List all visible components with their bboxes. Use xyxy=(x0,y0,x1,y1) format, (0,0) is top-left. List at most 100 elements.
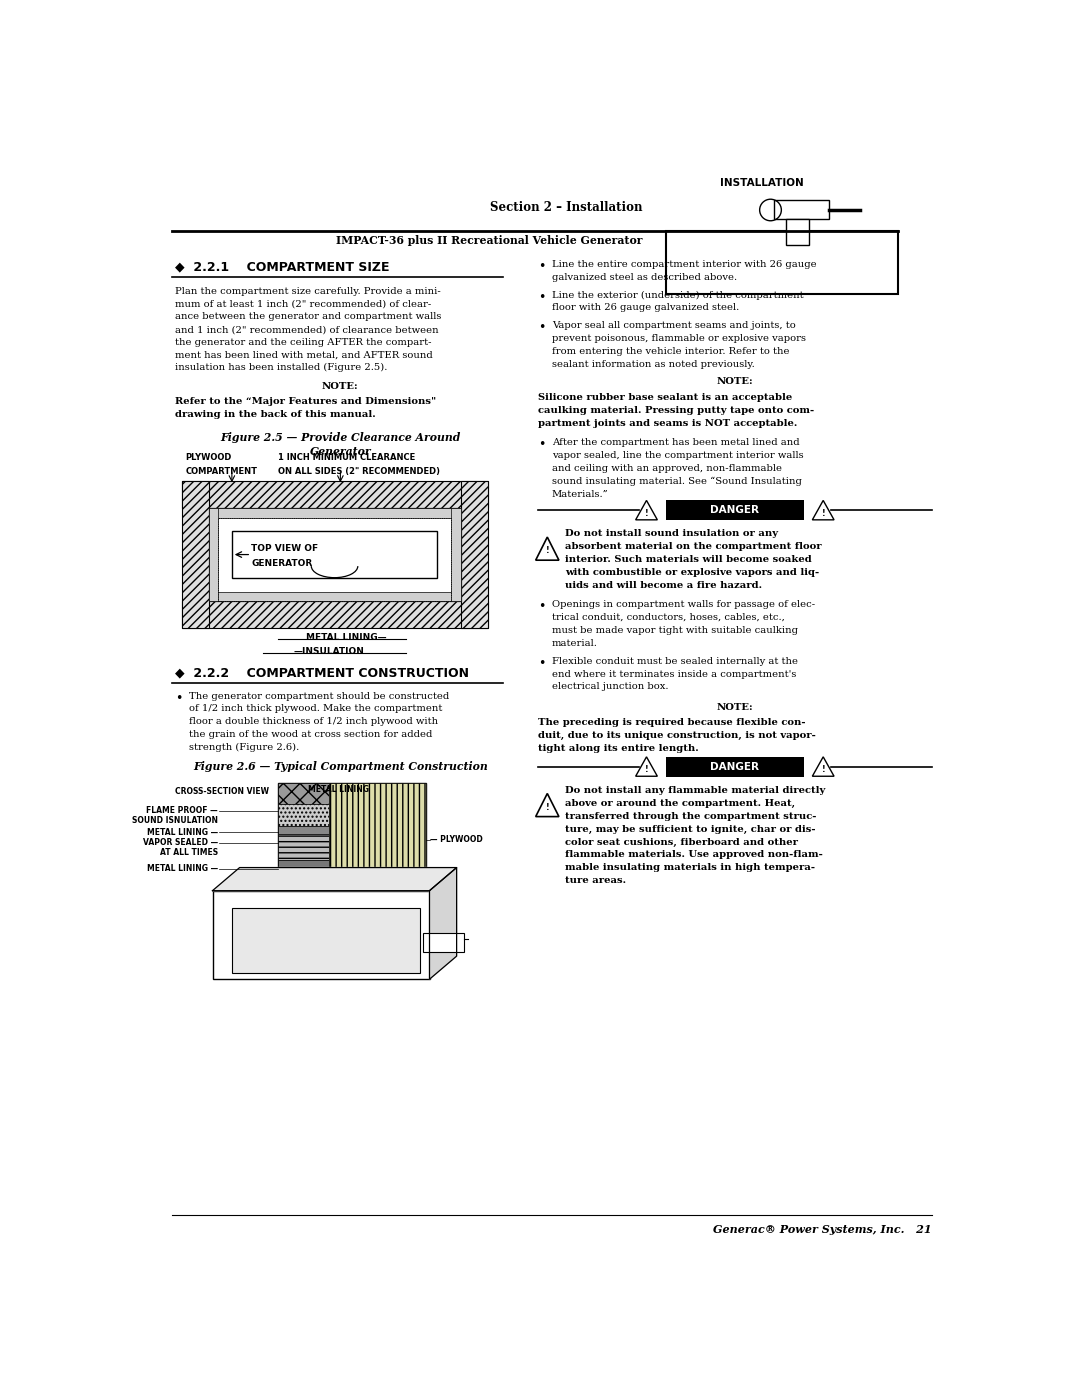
Text: •: • xyxy=(175,692,183,704)
Text: Figure 2.5 — Provide Clearance Around: Figure 2.5 — Provide Clearance Around xyxy=(220,432,460,443)
Bar xyxy=(232,531,437,578)
Bar xyxy=(208,509,218,601)
Text: above or around the compartment. Heat,: above or around the compartment. Heat, xyxy=(565,799,795,807)
Text: Line the exterior (underside) of the compartment: Line the exterior (underside) of the com… xyxy=(552,291,804,300)
Text: sound insulating material. See “Sound Insulating: sound insulating material. See “Sound In… xyxy=(552,476,801,486)
Text: Silicone rubber base sealant is an acceptable: Silicone rubber base sealant is an accep… xyxy=(538,393,793,402)
Text: Line the entire compartment interior with 26 gauge: Line the entire compartment interior wit… xyxy=(552,260,816,270)
Text: duit, due to its unique construction, is not vapor-: duit, due to its unique construction, is… xyxy=(538,732,815,740)
Text: GENERATOR: GENERATOR xyxy=(252,559,312,569)
Text: !: ! xyxy=(822,509,825,518)
Text: 1 INCH MINIMUM CLEARANCE: 1 INCH MINIMUM CLEARANCE xyxy=(279,453,416,462)
Text: ◆  2.2.1    COMPARTMENT SIZE: ◆ 2.2.1 COMPARTMENT SIZE xyxy=(175,260,390,272)
Text: color seat cushions, fiberboard and other: color seat cushions, fiberboard and othe… xyxy=(565,838,798,847)
Text: !: ! xyxy=(545,803,549,812)
Text: prevent poisonous, flammable or explosive vapors: prevent poisonous, flammable or explosiv… xyxy=(552,334,806,342)
Text: from entering the vehicle interior. Refer to the: from entering the vehicle interior. Refe… xyxy=(552,346,789,356)
Text: sealant information as noted previously.: sealant information as noted previously. xyxy=(552,360,755,369)
Bar xyxy=(666,231,899,293)
Text: Do not install any flammable material directly: Do not install any flammable material di… xyxy=(565,785,825,795)
Text: Materials.”: Materials.” xyxy=(552,489,608,499)
Text: trical conduit, conductors, hoses, cables, etc.,: trical conduit, conductors, hoses, cable… xyxy=(552,613,785,622)
Text: !: ! xyxy=(645,766,648,774)
Bar xyxy=(208,509,460,518)
Text: ment has been lined with metal, and AFTER sound: ment has been lined with metal, and AFTE… xyxy=(175,351,433,359)
Text: •: • xyxy=(538,260,545,272)
Text: tight along its entire length.: tight along its entire length. xyxy=(538,745,699,753)
Text: METAL LINING —: METAL LINING — xyxy=(147,827,218,837)
Text: SOUND ISNULATION: SOUND ISNULATION xyxy=(132,816,218,826)
Text: •: • xyxy=(538,291,545,303)
Text: AT ALL TIMES: AT ALL TIMES xyxy=(160,848,218,858)
Text: caulking material. Pressing putty tape onto com-: caulking material. Pressing putty tape o… xyxy=(538,405,814,415)
Text: Plan the compartment size carefully. Provide a mini-: Plan the compartment size carefully. Pro… xyxy=(175,286,441,296)
Bar xyxy=(213,891,430,979)
Bar xyxy=(279,782,426,879)
Bar xyxy=(181,482,488,509)
Text: strength (Figure 2.6).: strength (Figure 2.6). xyxy=(189,742,299,752)
Text: floor with 26 gauge galvanized steel.: floor with 26 gauge galvanized steel. xyxy=(552,303,739,313)
Text: INSTALLATION: INSTALLATION xyxy=(720,177,804,189)
Text: mum of at least 1 inch (2" recommended) of clear-: mum of at least 1 inch (2" recommended) … xyxy=(175,300,432,309)
Text: ◆  2.2.2    COMPARTMENT CONSTRUCTION: ◆ 2.2.2 COMPARTMENT CONSTRUCTION xyxy=(175,666,470,679)
Text: material.: material. xyxy=(552,638,598,648)
Text: — PLYWOOD: — PLYWOOD xyxy=(430,835,483,844)
Text: •: • xyxy=(538,657,545,669)
Text: electrical junction box.: electrical junction box. xyxy=(552,683,669,692)
Text: Figure 2.6 — Typical Compartment Construction: Figure 2.6 — Typical Compartment Constru… xyxy=(193,761,488,773)
Text: Openings in compartment walls for passage of elec-: Openings in compartment walls for passag… xyxy=(552,601,815,609)
Text: floor a double thickness of 1/2 inch plywood with: floor a double thickness of 1/2 inch ply… xyxy=(189,717,438,726)
Bar xyxy=(218,518,451,601)
Bar xyxy=(279,805,328,826)
Polygon shape xyxy=(786,219,809,244)
Text: •: • xyxy=(538,321,545,334)
Bar xyxy=(423,933,464,953)
Bar xyxy=(666,757,804,777)
Text: Flexible conduit must be sealed internally at the: Flexible conduit must be sealed internal… xyxy=(552,657,798,665)
Text: After the compartment has been metal lined and: After the compartment has been metal lin… xyxy=(552,437,799,447)
Text: mable insulating materials in high tempera-: mable insulating materials in high tempe… xyxy=(565,863,815,872)
Text: METAL LINING—: METAL LINING— xyxy=(306,633,387,643)
Polygon shape xyxy=(213,868,457,891)
Text: CROSS-SECTION VIEW: CROSS-SECTION VIEW xyxy=(175,787,269,796)
Text: PLYWOOD: PLYWOOD xyxy=(186,453,232,462)
Text: NOTE:: NOTE: xyxy=(716,703,753,712)
Text: the generator and the ceiling AFTER the compart-: the generator and the ceiling AFTER the … xyxy=(175,338,432,346)
Text: insulation has been installed (Figure 2.5).: insulation has been installed (Figure 2.… xyxy=(175,363,388,373)
Bar xyxy=(328,782,426,879)
Text: COMPARTMENT: COMPARTMENT xyxy=(186,467,257,476)
Text: the grain of the wood at cross section for added: the grain of the wood at cross section f… xyxy=(189,729,433,739)
Text: ance between the generator and compartment walls: ance between the generator and compartme… xyxy=(175,313,442,321)
Text: end where it terminates inside a compartment's: end where it terminates inside a compart… xyxy=(552,669,796,679)
Polygon shape xyxy=(536,793,559,817)
Polygon shape xyxy=(430,868,457,979)
Text: Generac® Power Systems, Inc.   21: Generac® Power Systems, Inc. 21 xyxy=(713,1224,932,1235)
Text: —INSULATION: —INSULATION xyxy=(294,647,365,657)
Polygon shape xyxy=(812,500,834,520)
Text: IMPACT-36 plus II Recreational Vehicle Generator: IMPACT-36 plus II Recreational Vehicle G… xyxy=(336,235,643,246)
Text: transferred through the compartment struc-: transferred through the compartment stru… xyxy=(565,812,816,820)
Bar xyxy=(232,908,420,974)
Text: and ceiling with an approved, non-flammable: and ceiling with an approved, non-flamma… xyxy=(552,464,782,472)
Text: must be made vapor tight with suitable caulking: must be made vapor tight with suitable c… xyxy=(552,626,798,636)
Polygon shape xyxy=(636,500,658,520)
Text: NOTE:: NOTE: xyxy=(716,377,753,387)
Polygon shape xyxy=(636,757,658,777)
Bar xyxy=(279,826,328,834)
Text: interior. Such materials will become soaked: interior. Such materials will become soa… xyxy=(565,555,812,564)
Text: vapor sealed, line the compartment interior walls: vapor sealed, line the compartment inter… xyxy=(552,451,804,460)
Polygon shape xyxy=(536,536,559,560)
Bar xyxy=(666,500,804,520)
Text: Do not install sound insulation or any: Do not install sound insulation or any xyxy=(565,529,778,538)
Text: ON ALL SIDES (2" RECOMMENDED): ON ALL SIDES (2" RECOMMENDED) xyxy=(279,467,441,476)
Text: !: ! xyxy=(822,766,825,774)
Text: METAL LINING —: METAL LINING — xyxy=(147,865,218,873)
Polygon shape xyxy=(812,757,834,777)
Text: TOP VIEW OF: TOP VIEW OF xyxy=(252,543,319,553)
Text: ture areas.: ture areas. xyxy=(565,876,626,886)
Text: NOTE:: NOTE: xyxy=(322,383,359,391)
Bar xyxy=(279,861,328,870)
Text: ture, may be sufficient to ignite, char or dis-: ture, may be sufficient to ignite, char … xyxy=(565,824,815,834)
Bar xyxy=(181,482,208,627)
Text: with combustible or explosive vapors and liq-: with combustible or explosive vapors and… xyxy=(565,569,820,577)
